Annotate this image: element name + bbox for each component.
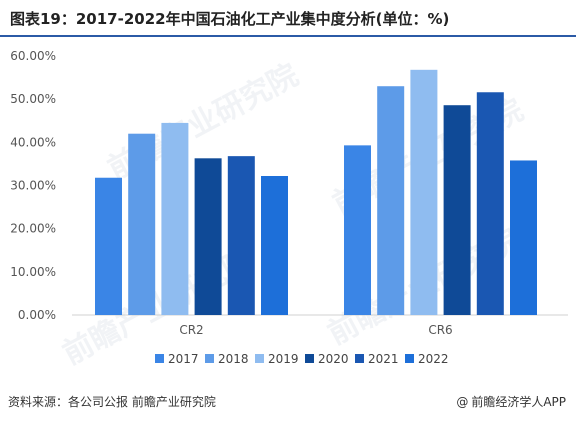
bar-cr2-2018 — [128, 133, 156, 315]
legend-label-2019: 2019 — [268, 352, 299, 366]
legend-label-2020: 2020 — [318, 352, 349, 366]
bar-cr2-2017 — [95, 177, 122, 315]
legend-label-2022: 2022 — [418, 352, 449, 366]
bar-cr6-2022 — [510, 160, 537, 315]
bar-cr2-2022 — [261, 176, 288, 315]
y-tick-label: 0.00% — [18, 308, 56, 322]
bar-cr6-2020 — [443, 105, 471, 316]
title-divider — [0, 35, 576, 37]
y-tick-label: 60.00% — [10, 49, 56, 63]
legend-label-2018: 2018 — [218, 352, 249, 366]
bars — [95, 69, 537, 316]
bar-cr6-2019 — [410, 69, 438, 316]
legend-swatch-2021 — [355, 354, 364, 363]
y-tick-label: 40.00% — [10, 135, 56, 149]
bar-chart: 前瞻产业研究院前瞻产业研究院前瞻产业研究院前瞻产业研究院 0.00%10.00%… — [10, 49, 568, 372]
bar-cr2-2019 — [161, 122, 189, 316]
brand-credit: @ 前瞻经济学人APP — [456, 393, 566, 410]
at-icon: @ — [456, 395, 469, 409]
legend-swatch-2022 — [405, 354, 414, 363]
source-note: 资料来源：各公司公报 前瞻产业研究院 — [8, 395, 216, 409]
y-tick-label: 50.00% — [10, 92, 56, 106]
legend-swatch-2018 — [205, 354, 214, 363]
bar-cr6-2018 — [377, 86, 405, 315]
legend-swatch-2020 — [305, 354, 314, 363]
brand-name: 前瞻经济学人APP — [471, 395, 566, 409]
x-tick-label: CR6 — [428, 323, 452, 337]
x-tick-label: CR2 — [179, 323, 203, 337]
y-axis: 0.00% 10.00% 20.00% 30.00% 40.00% 50.00% 60.00… — [10, 49, 56, 322]
bar-cr6-2017 — [344, 145, 371, 315]
bar-cr2-2020 — [194, 158, 222, 315]
legend-swatch-2017 — [155, 354, 164, 363]
y-tick-label: 20.00% — [10, 222, 56, 236]
legend-swatch-2019 — [255, 354, 264, 363]
chart-title: 图表19：2017-2022年中国石油化工产业集中度分析(单位：%) — [10, 10, 450, 28]
bar-cr2-2021 — [227, 156, 255, 315]
legend-label-2017: 2017 — [168, 352, 199, 366]
x-axis: CR2 CR6 — [179, 323, 452, 337]
y-tick-label: 10.00% — [10, 265, 56, 279]
y-tick-label: 30.00% — [10, 179, 56, 193]
legend-label-2021: 2021 — [368, 352, 399, 366]
bar-cr6-2021 — [476, 92, 504, 315]
legend: 2017 2018 2019 2020 2021 2022 — [155, 352, 449, 366]
